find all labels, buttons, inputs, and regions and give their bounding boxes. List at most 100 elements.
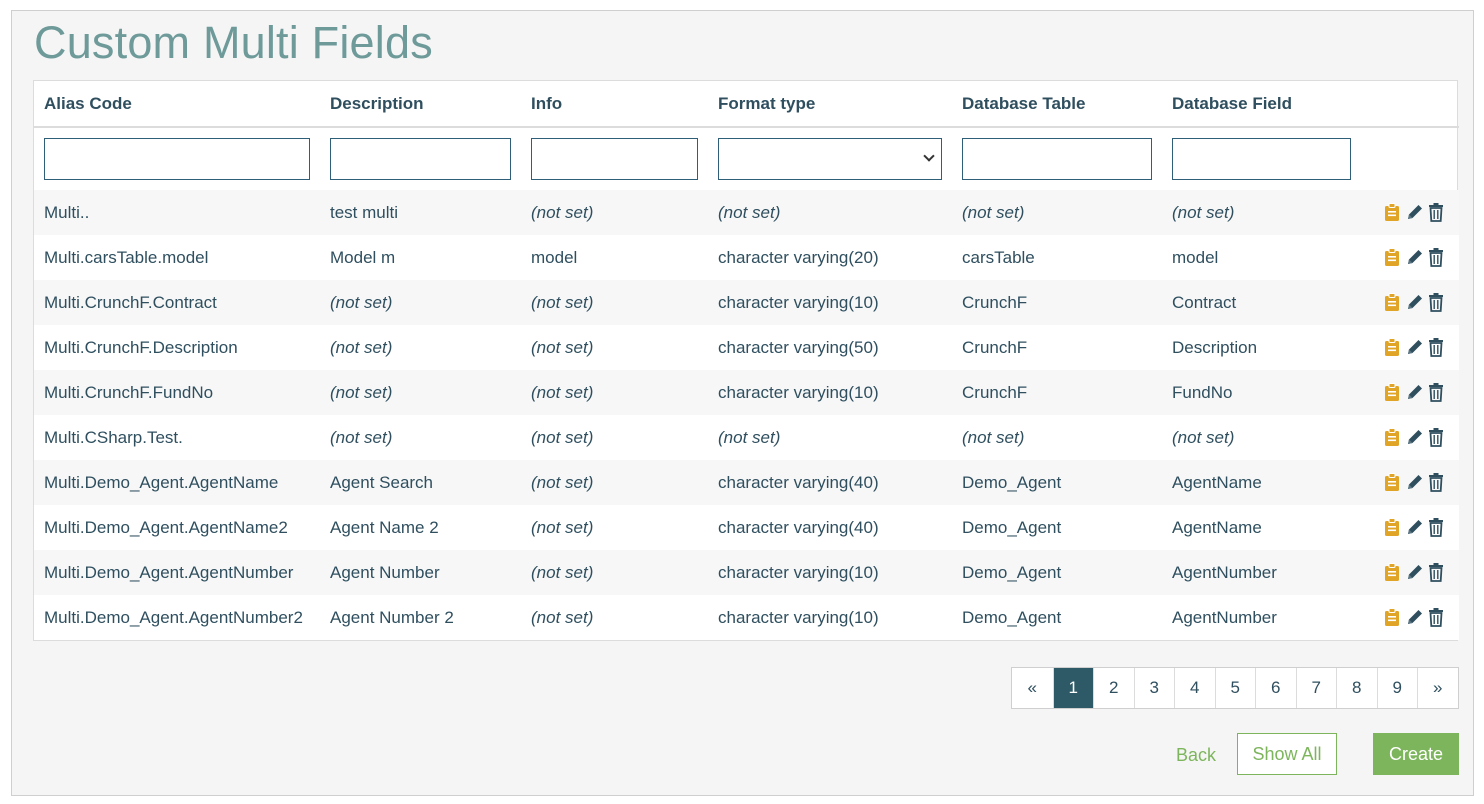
pagination-page-4[interactable]: 4: [1174, 668, 1215, 708]
clipboard-icon[interactable]: [1383, 562, 1403, 584]
database-field-cell: Contract: [1162, 280, 1361, 325]
table-row: Multi.CrunchF.FundNo (not set) (not set) ch…: [34, 370, 1459, 415]
info-cell: (not set): [521, 280, 708, 325]
clipboard-icon[interactable]: [1383, 472, 1403, 494]
info-cell: (not set): [521, 370, 708, 415]
pagination-page-1[interactable]: 1: [1052, 668, 1093, 708]
database-field-filter-input[interactable]: [1172, 138, 1351, 180]
pagination-page-6[interactable]: 6: [1255, 668, 1296, 708]
database-table-cell: CrunchF: [952, 370, 1162, 415]
clipboard-icon[interactable]: [1383, 427, 1403, 449]
database-field-cell: FundNo: [1162, 370, 1361, 415]
row-actions: [1361, 550, 1459, 595]
column-header-description[interactable]: Description: [320, 81, 521, 128]
alias-code-cell: Multi.CrunchF.Description: [34, 325, 320, 370]
row-actions: [1361, 325, 1459, 370]
info-cell: (not set): [521, 460, 708, 505]
description-cell: Agent Name 2: [320, 505, 521, 550]
database-field-cell: AgentNumber: [1162, 550, 1361, 595]
trash-icon[interactable]: [1427, 517, 1447, 539]
back-button[interactable]: Back: [1176, 745, 1217, 765]
pagination-page-7[interactable]: 7: [1295, 668, 1337, 708]
info-cell: (not set): [521, 190, 708, 235]
create-button[interactable]: Create: [1373, 733, 1459, 775]
pagination-page-9[interactable]: 9: [1376, 668, 1418, 708]
pencil-icon[interactable]: [1405, 562, 1425, 584]
format-type-cell: character varying(40): [708, 505, 952, 550]
info-cell: model: [521, 235, 708, 280]
trash-icon[interactable]: [1427, 607, 1447, 629]
pagination-prev-button[interactable]: «: [1027, 678, 1037, 697]
row-actions: [1361, 235, 1459, 280]
clipboard-icon[interactable]: [1383, 607, 1403, 629]
pencil-icon[interactable]: [1405, 337, 1425, 359]
table-row: Multi.. test multi (not set) (not set) (not …: [34, 190, 1459, 235]
pagination-page-2[interactable]: 2: [1093, 668, 1134, 708]
pagination-next-button[interactable]: »: [1417, 668, 1458, 708]
pagination-page-8[interactable]: 8: [1336, 668, 1377, 708]
clipboard-icon[interactable]: [1383, 292, 1403, 314]
info-filter-input[interactable]: [531, 138, 698, 180]
clipboard-icon[interactable]: [1383, 517, 1403, 539]
database-field-cell: Description: [1162, 325, 1361, 370]
trash-icon[interactable]: [1427, 562, 1447, 584]
column-header-format-type[interactable]: Format type: [708, 81, 952, 128]
show-all-button[interactable]: Show All: [1237, 733, 1337, 775]
pencil-icon[interactable]: [1405, 292, 1425, 314]
description-cell: Model m: [320, 235, 521, 280]
column-header-database-field[interactable]: Database Field: [1162, 81, 1361, 128]
main-panel: Custom Multi Fields Alias Code Descripti…: [11, 10, 1474, 796]
trash-icon[interactable]: [1427, 292, 1447, 314]
column-header-info[interactable]: Info: [521, 81, 708, 128]
row-actions: [1361, 415, 1459, 460]
pagination: « 1 2 3 4 5 6 7 8 9»: [1011, 667, 1459, 709]
database-field-cell: AgentNumber: [1162, 595, 1361, 640]
description-cell: (not set): [320, 280, 521, 325]
alias-code-cell: Multi.carsTable.model: [34, 235, 320, 280]
pencil-icon[interactable]: [1405, 607, 1425, 629]
pencil-icon[interactable]: [1405, 382, 1425, 404]
pencil-icon[interactable]: [1405, 472, 1425, 494]
database-field-cell: AgentName: [1162, 505, 1361, 550]
table-row: Multi.Demo_Agent.AgentName Agent Search (n…: [34, 460, 1459, 505]
clipboard-icon[interactable]: [1383, 202, 1403, 224]
column-header-alias-code[interactable]: Alias Code: [34, 81, 320, 128]
clipboard-icon[interactable]: [1383, 247, 1403, 269]
pagination-page-3[interactable]: 3: [1133, 668, 1175, 708]
pencil-icon[interactable]: [1405, 517, 1425, 539]
clipboard-icon[interactable]: [1383, 337, 1403, 359]
table-row: Multi.Demo_Agent.AgentName2 Agent Name 2(…: [34, 505, 1459, 550]
pencil-icon[interactable]: [1405, 247, 1425, 269]
row-actions: [1361, 190, 1459, 235]
pencil-icon[interactable]: [1405, 427, 1425, 449]
info-cell: (not set): [521, 550, 708, 595]
format-type-filter-select[interactable]: [718, 138, 942, 180]
trash-icon[interactable]: [1427, 382, 1447, 404]
alias-code-cell: Multi.CSharp.Test.: [34, 415, 320, 460]
description-filter-input[interactable]: [330, 138, 511, 180]
row-actions: [1361, 460, 1459, 505]
pagination-page-5[interactable]: 5: [1214, 668, 1256, 708]
database-table-filter-input[interactable]: [962, 138, 1152, 180]
format-type-cell: character varying(10): [708, 370, 952, 415]
trash-icon[interactable]: [1427, 202, 1447, 224]
trash-icon[interactable]: [1427, 337, 1447, 359]
info-cell: (not set): [521, 595, 708, 640]
database-table-cell: Demo_Agent: [952, 505, 1162, 550]
info-cell: (not set): [521, 505, 708, 550]
alias-code-filter-input[interactable]: [44, 138, 310, 180]
database-field-cell: AgentName: [1162, 460, 1361, 505]
column-header-database-table[interactable]: Database Table: [952, 81, 1162, 128]
clipboard-icon[interactable]: [1383, 382, 1403, 404]
alias-code-cell: Multi..: [34, 190, 320, 235]
table-row: Multi.CrunchF.Contract (not set) (not set)…: [34, 280, 1459, 325]
trash-icon[interactable]: [1427, 472, 1447, 494]
table-row: Multi.carsTable.model Model m model charact…: [34, 235, 1459, 280]
description-cell: Agent Number: [320, 550, 521, 595]
trash-icon[interactable]: [1427, 427, 1447, 449]
database-table-cell: carsTable: [952, 235, 1162, 280]
row-actions: [1361, 280, 1459, 325]
format-type-cell: character varying(40): [708, 460, 952, 505]
trash-icon[interactable]: [1427, 247, 1447, 269]
pencil-icon[interactable]: [1405, 202, 1425, 224]
